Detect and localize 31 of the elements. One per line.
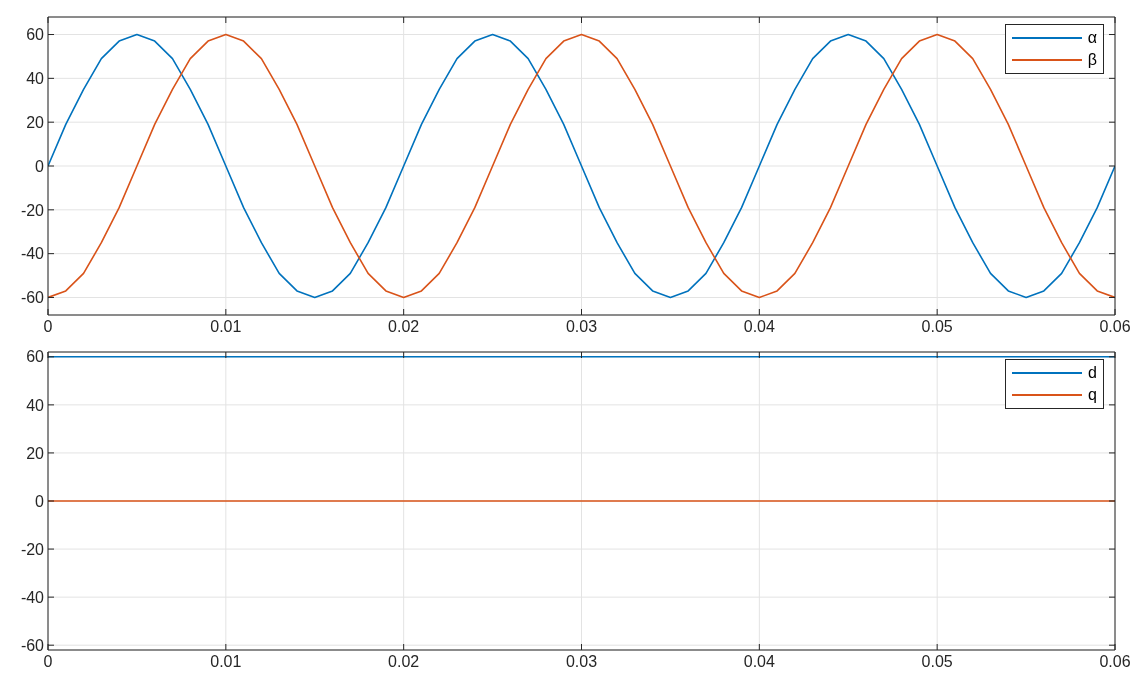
y-tick-label: 20 xyxy=(26,113,45,131)
legend-label: β xyxy=(1087,50,1097,70)
x-tick-label: 0.05 xyxy=(921,653,953,671)
y-tick-label: -40 xyxy=(20,245,45,263)
y-tick-label: -60 xyxy=(20,289,45,307)
legend-label: d xyxy=(1088,363,1097,383)
legend-label: q xyxy=(1088,385,1097,405)
x-tick-label: 0.01 xyxy=(210,318,242,336)
y-tick-label: 60 xyxy=(26,348,45,366)
x-tick-label: 0.06 xyxy=(1099,318,1131,336)
y-tick-label: 0 xyxy=(35,492,45,510)
x-tick-label: 0.06 xyxy=(1099,653,1131,671)
x-tick-label: 0.02 xyxy=(388,318,420,336)
y-tick-label: -20 xyxy=(20,540,45,558)
y-tick-label: -40 xyxy=(20,588,45,606)
x-tick-label: 0.01 xyxy=(210,653,242,671)
legend-label: α xyxy=(1087,28,1097,48)
line-series xyxy=(48,33,1115,299)
y-tick-label: -60 xyxy=(20,636,45,654)
y-tick-label: 0 xyxy=(35,157,45,175)
x-tick-label: 0.04 xyxy=(743,653,776,671)
x-tick-label: 0.03 xyxy=(565,318,598,336)
x-tick-label: 0.04 xyxy=(743,318,776,336)
y-tick-label: 20 xyxy=(26,444,45,462)
x-tick-label: 0.03 xyxy=(565,653,598,671)
y-tick-label: 40 xyxy=(26,70,45,88)
y-tick-label: 60 xyxy=(26,26,45,44)
x-tick-label: 0.02 xyxy=(388,653,420,671)
x-tick-label: 0.05 xyxy=(921,318,953,336)
y-tick-label: -20 xyxy=(20,201,45,219)
y-tick-label: 40 xyxy=(26,396,45,414)
